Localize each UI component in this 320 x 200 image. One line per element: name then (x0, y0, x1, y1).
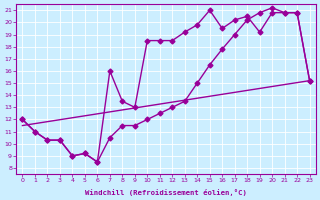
X-axis label: Windchill (Refroidissement éolien,°C): Windchill (Refroidissement éolien,°C) (85, 189, 247, 196)
